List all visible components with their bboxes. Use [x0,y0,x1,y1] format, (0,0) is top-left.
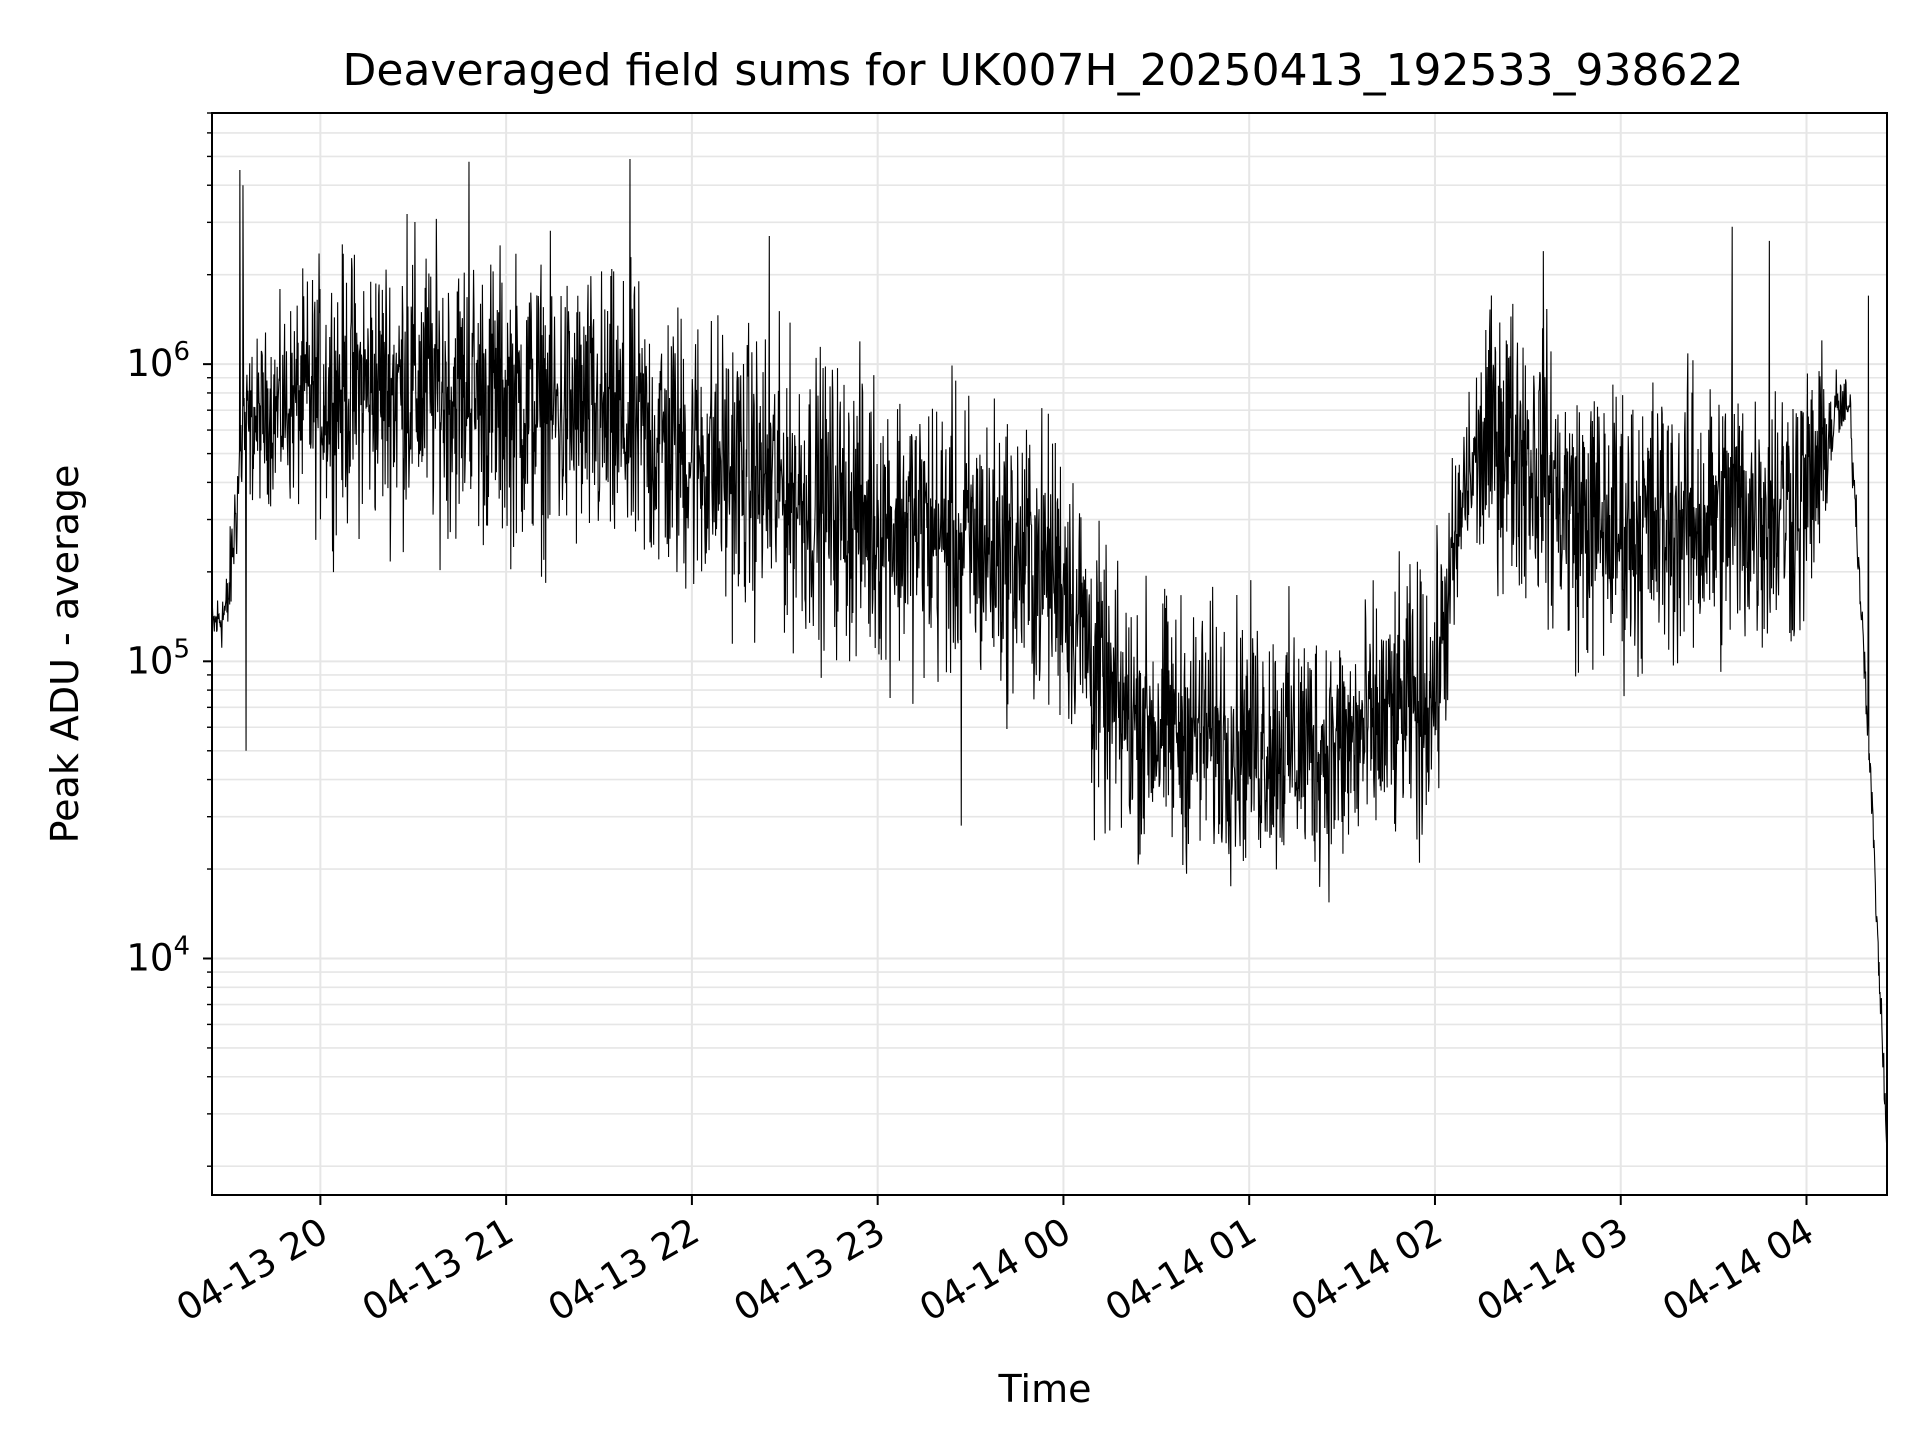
y-tick-exponent: 6 [173,337,190,367]
y-axis-label: Peak ADU - average [43,465,87,844]
series-line-group [211,159,1888,1148]
y-tick-label: 106 [126,337,190,385]
series-line [211,159,1888,1148]
y-tick-label: 105 [126,634,190,682]
plot-frame [211,112,1888,1196]
y-tick-base: 10 [126,936,173,979]
x-axis-label: Time [998,1367,1092,1411]
y-tick-label: 104 [126,931,190,979]
y-tick-base: 10 [126,342,173,385]
chart-title: Deaveraged field sums for UK007H_2025041… [343,45,1744,96]
y-tick-exponent: 4 [173,931,190,961]
y-tick-exponent: 5 [173,634,190,664]
y-tick-base: 10 [126,639,173,682]
